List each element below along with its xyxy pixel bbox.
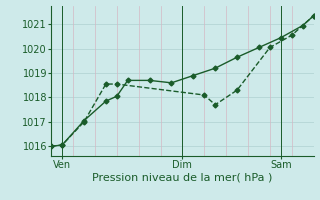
X-axis label: Pression niveau de la mer( hPa ): Pression niveau de la mer( hPa ) xyxy=(92,173,273,183)
